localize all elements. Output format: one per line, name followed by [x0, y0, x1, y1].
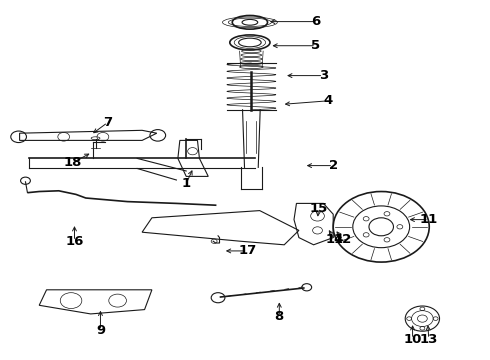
Text: 3: 3 — [319, 69, 328, 82]
Text: 16: 16 — [65, 235, 84, 248]
Text: 4: 4 — [324, 94, 333, 107]
Text: 17: 17 — [238, 244, 257, 257]
Text: 15: 15 — [309, 202, 328, 215]
Text: 10: 10 — [403, 333, 422, 346]
Text: 8: 8 — [275, 310, 284, 323]
Text: 5: 5 — [312, 39, 320, 52]
Text: 7: 7 — [103, 116, 112, 129]
Text: 13: 13 — [419, 333, 438, 346]
Text: 1: 1 — [182, 177, 191, 190]
Text: 6: 6 — [312, 15, 320, 28]
Text: 2: 2 — [329, 159, 338, 172]
Text: 14: 14 — [325, 233, 344, 246]
Text: 9: 9 — [96, 324, 105, 337]
Text: 12: 12 — [334, 233, 352, 246]
Text: 11: 11 — [419, 213, 438, 226]
Text: 18: 18 — [63, 156, 82, 169]
